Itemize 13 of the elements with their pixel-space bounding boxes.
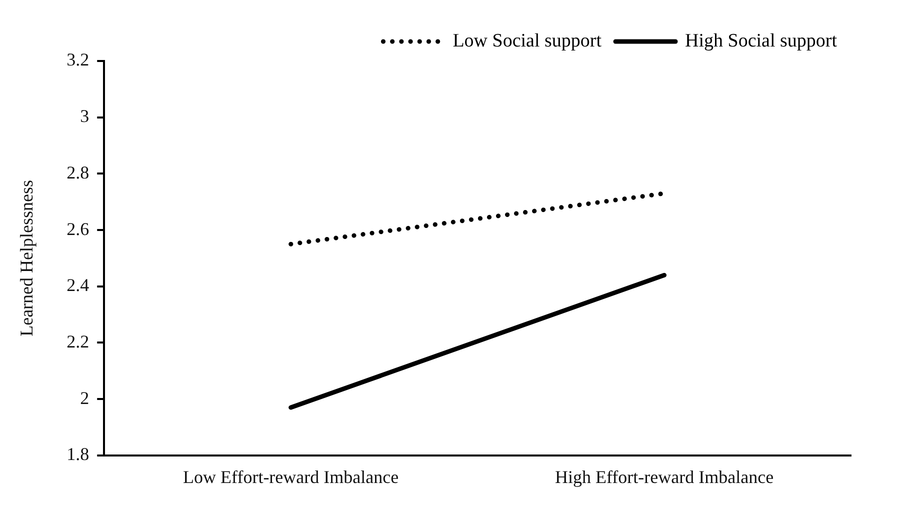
y-tick-label: 3 [80, 106, 90, 126]
y-tick-label: 2.2 [66, 331, 90, 352]
y-tick-label: 2.8 [66, 162, 90, 182]
y-axis-title: Learned Helplessness [16, 180, 37, 336]
y-tick-label: 2 [80, 388, 90, 408]
y-tick-label: 3.2 [66, 50, 90, 70]
legend-label: High Social support [685, 30, 838, 52]
x-tick-label: High Effort-reward Imbalance [554, 466, 774, 487]
y-tick-label: 2.4 [66, 275, 90, 296]
y-tick-label: 2.6 [66, 218, 90, 239]
legend-label: Low Social support [452, 30, 602, 52]
x-tick-label: Low Effort-reward Imbalance [183, 466, 399, 487]
y-tick-label: 1.8 [66, 444, 90, 464]
